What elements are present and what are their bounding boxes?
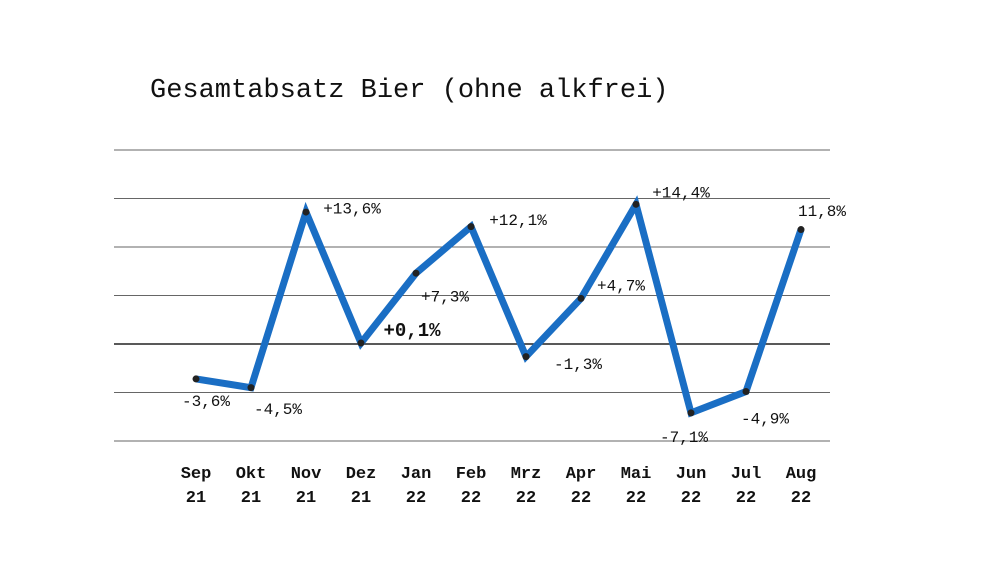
point	[412, 269, 420, 277]
x-tick-label: Aug 22	[786, 465, 817, 508]
data-label: +7,3%	[421, 288, 469, 306]
point	[467, 223, 475, 231]
data-label: -7,1%	[660, 429, 708, 447]
data-label: -4,9%	[741, 411, 789, 429]
x-tick-label: Nov 21	[291, 465, 322, 508]
point	[632, 200, 640, 208]
data-label: +13,6%	[323, 200, 381, 218]
x-tick-label: Jan 22	[401, 465, 432, 508]
x-tick-label: Mrz 22	[511, 465, 542, 508]
x-tick-label: Sep 21	[181, 465, 212, 508]
data-label: 11,8%	[798, 203, 846, 221]
point	[522, 353, 530, 361]
data-label: +0,1%	[383, 320, 441, 342]
data-label: +14,4%	[652, 185, 710, 203]
x-tick-label: Dez 21	[346, 465, 377, 508]
point	[192, 375, 200, 383]
point	[687, 409, 695, 417]
x-tick-label: Mai 22	[621, 465, 652, 508]
point	[357, 339, 365, 347]
data-label: +4,7%	[597, 278, 645, 296]
data-label: +12,1%	[489, 212, 547, 230]
chart-title: Gesamtabsatz Bier (ohne alkfrei)	[150, 76, 668, 106]
x-tick-label: Jul 22	[731, 465, 762, 508]
point	[247, 384, 255, 392]
point	[742, 388, 750, 396]
line	[195, 195, 805, 418]
x-tick-label: Jun 22	[676, 465, 707, 508]
point	[577, 294, 585, 302]
data-label: -3,6%	[182, 393, 230, 411]
x-tick-label: Okt 21	[236, 465, 267, 508]
x-tick-label: Feb 22	[456, 465, 487, 508]
data-label: -1,3%	[554, 356, 602, 374]
point	[302, 208, 310, 216]
x-tick-label: Apr 22	[566, 465, 597, 508]
data-label: -4,5%	[254, 401, 302, 419]
point	[797, 226, 805, 234]
